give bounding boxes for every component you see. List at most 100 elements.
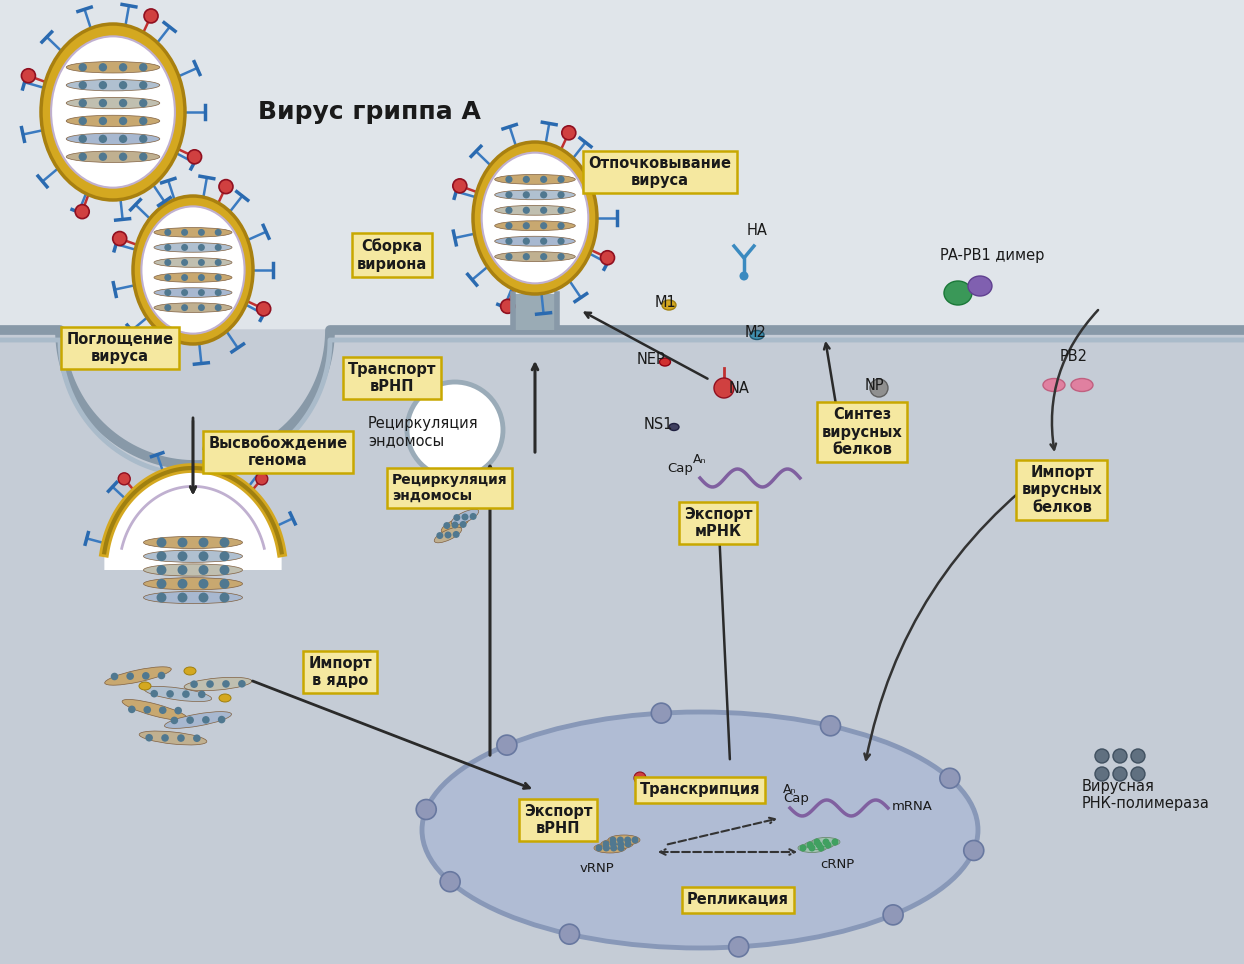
Ellipse shape <box>143 592 243 603</box>
Ellipse shape <box>495 221 575 230</box>
Circle shape <box>256 472 267 485</box>
Circle shape <box>159 707 167 714</box>
Circle shape <box>540 253 547 260</box>
Circle shape <box>407 382 503 478</box>
Circle shape <box>443 522 450 529</box>
Ellipse shape <box>154 288 231 297</box>
Circle shape <box>187 716 194 724</box>
Ellipse shape <box>122 700 188 720</box>
Circle shape <box>505 253 513 260</box>
Circle shape <box>21 68 35 83</box>
Polygon shape <box>60 330 330 465</box>
Circle shape <box>219 179 233 194</box>
Circle shape <box>557 175 565 183</box>
Ellipse shape <box>495 174 575 184</box>
Circle shape <box>167 690 174 698</box>
Ellipse shape <box>219 694 231 702</box>
Circle shape <box>207 681 214 688</box>
Circle shape <box>870 379 888 397</box>
Ellipse shape <box>1042 379 1065 391</box>
Circle shape <box>540 237 547 245</box>
Circle shape <box>624 841 632 847</box>
Ellipse shape <box>154 228 231 237</box>
Circle shape <box>821 716 841 736</box>
Circle shape <box>198 690 205 698</box>
Circle shape <box>78 117 87 125</box>
Circle shape <box>634 772 646 784</box>
Text: HA: HA <box>746 223 768 238</box>
Ellipse shape <box>805 841 833 849</box>
Ellipse shape <box>481 152 588 283</box>
Circle shape <box>215 305 221 311</box>
Text: vRNP: vRNP <box>580 862 615 875</box>
Ellipse shape <box>434 527 462 543</box>
Circle shape <box>182 244 188 251</box>
Circle shape <box>610 837 617 844</box>
Text: M2: M2 <box>745 325 766 340</box>
Circle shape <box>139 99 147 107</box>
Ellipse shape <box>593 843 626 853</box>
Circle shape <box>1095 767 1108 781</box>
Circle shape <box>157 538 167 548</box>
Circle shape <box>219 551 229 561</box>
Circle shape <box>178 578 188 589</box>
Text: PB2: PB2 <box>1060 349 1088 364</box>
Circle shape <box>603 844 610 851</box>
Circle shape <box>505 206 513 214</box>
Ellipse shape <box>139 731 207 745</box>
Circle shape <box>219 578 229 589</box>
Circle shape <box>182 305 188 311</box>
Ellipse shape <box>422 712 978 948</box>
Ellipse shape <box>1071 379 1093 391</box>
Circle shape <box>98 152 107 161</box>
Circle shape <box>199 565 209 575</box>
Circle shape <box>158 672 165 680</box>
Circle shape <box>557 253 565 260</box>
Ellipse shape <box>662 300 675 310</box>
Text: Экспорт
мРНК: Экспорт мРНК <box>684 507 753 539</box>
Ellipse shape <box>659 358 671 366</box>
Ellipse shape <box>142 206 245 334</box>
Ellipse shape <box>51 37 175 188</box>
Circle shape <box>238 680 246 687</box>
Circle shape <box>190 681 198 688</box>
Circle shape <box>164 244 172 251</box>
Circle shape <box>98 63 107 71</box>
Ellipse shape <box>139 682 151 690</box>
Ellipse shape <box>133 196 253 344</box>
Text: M1: M1 <box>656 295 677 310</box>
Text: NA: NA <box>729 381 750 396</box>
Circle shape <box>139 81 147 90</box>
Circle shape <box>814 839 821 845</box>
Circle shape <box>596 844 602 851</box>
Circle shape <box>557 206 565 214</box>
Circle shape <box>560 924 580 944</box>
Circle shape <box>453 179 466 193</box>
Text: PA-PB1 димер: PA-PB1 димер <box>940 248 1045 263</box>
Circle shape <box>178 551 188 561</box>
Ellipse shape <box>66 151 159 163</box>
Circle shape <box>800 844 806 851</box>
Circle shape <box>462 514 469 521</box>
Circle shape <box>198 228 205 236</box>
Text: Высвобождение
генома: Высвобождение генома <box>209 436 347 469</box>
Circle shape <box>452 522 459 528</box>
Circle shape <box>199 593 209 602</box>
Circle shape <box>151 690 158 698</box>
Circle shape <box>617 837 623 844</box>
Circle shape <box>417 799 437 819</box>
Ellipse shape <box>66 133 159 145</box>
Ellipse shape <box>154 303 231 312</box>
Circle shape <box>444 531 452 539</box>
Circle shape <box>146 734 153 741</box>
Circle shape <box>198 305 205 311</box>
Text: Репликация: Репликация <box>687 893 789 907</box>
Ellipse shape <box>644 787 656 793</box>
Circle shape <box>215 259 221 266</box>
Ellipse shape <box>601 839 633 849</box>
Circle shape <box>714 378 734 398</box>
Circle shape <box>632 837 638 844</box>
Text: Поглощение
вируса: Поглощение вируса <box>66 332 174 364</box>
Ellipse shape <box>495 190 575 200</box>
Ellipse shape <box>66 62 159 73</box>
